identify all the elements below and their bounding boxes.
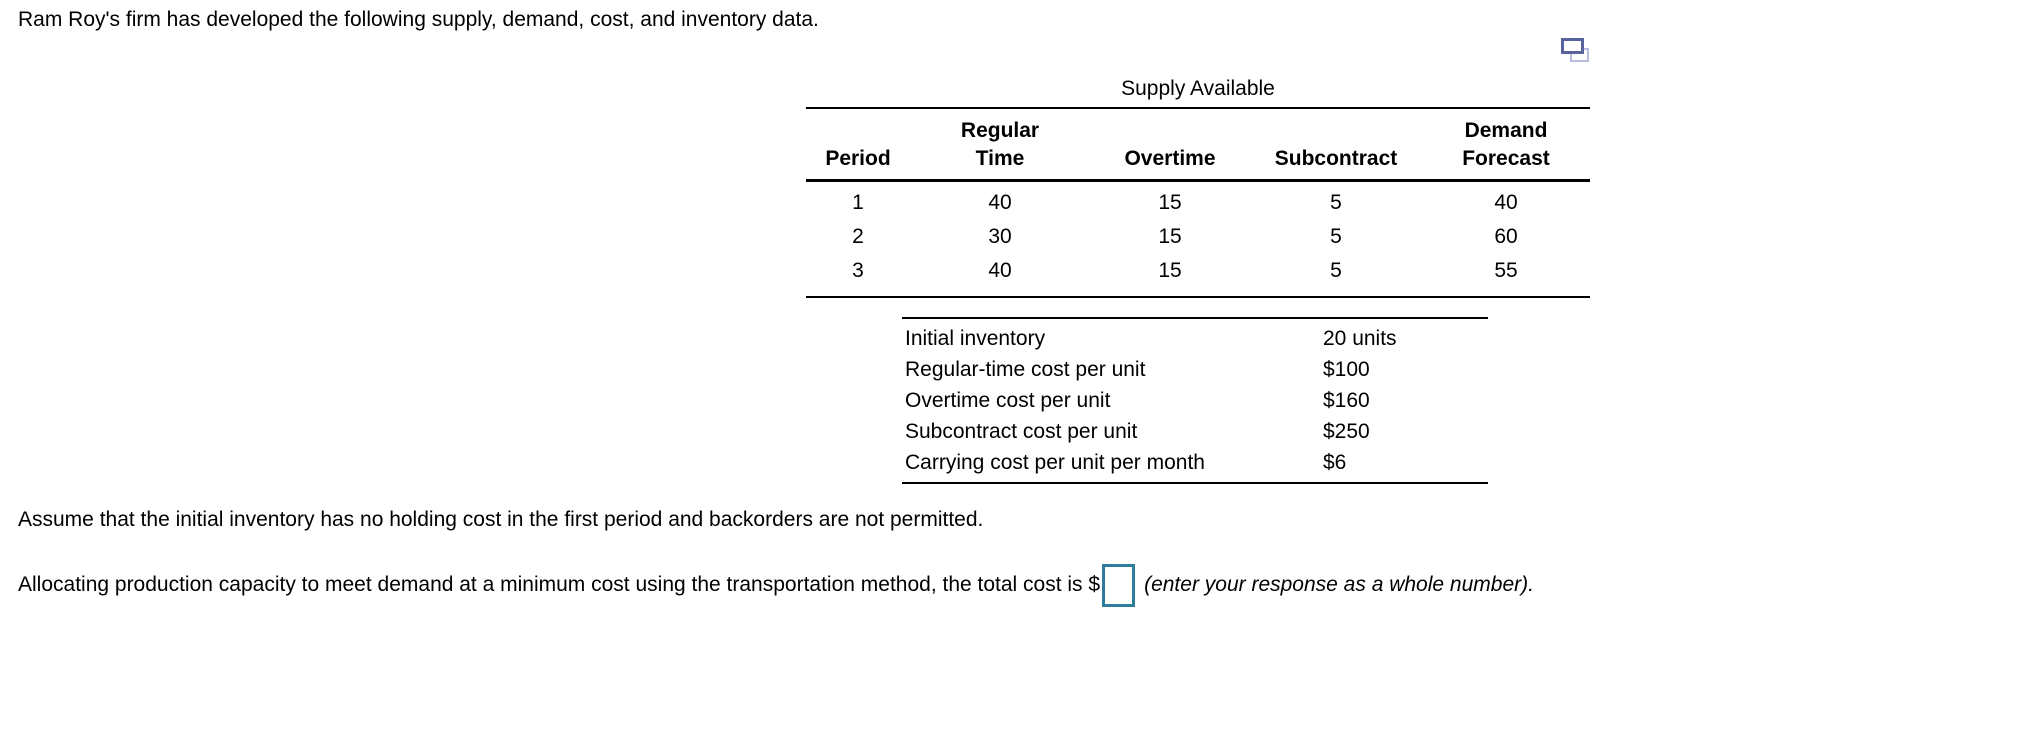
column-header-demand-forecast: Demand Forecast [1462, 119, 1550, 170]
duplicate-window-icon[interactable] [1561, 38, 1591, 64]
supply-table: Supply Available Period Regular Time Ove… [806, 78, 1590, 298]
cost-label: Carrying cost per unit per month [905, 450, 1205, 474]
cost-value: 20 units [1323, 326, 1397, 350]
table-row: 1 40 15 5 40 [806, 186, 1590, 220]
supply-table-body: 1 40 15 5 40 2 30 15 5 60 3 40 15 5 55 [806, 182, 1590, 298]
assumption-text: Assume that the initial inventory has no… [18, 508, 984, 531]
supply-table-title: Supply Available [806, 78, 1590, 109]
cell-demand-forecast: 55 [1494, 259, 1518, 282]
cell-regular-time: 40 [988, 259, 1012, 282]
cost-row: Initial inventory 20 units [902, 323, 1488, 354]
cost-table: Initial inventory 20 units Regular-time … [902, 317, 1488, 484]
cost-value: $160 [1323, 388, 1370, 412]
cost-label: Regular-time cost per unit [905, 357, 1146, 381]
cell-overtime: 15 [1158, 259, 1182, 282]
question-suffix-text: (enter your response as a whole number). [1144, 573, 1534, 596]
cost-label: Initial inventory [905, 326, 1046, 350]
cell-period: 3 [852, 259, 864, 282]
cell-demand-forecast: 60 [1494, 225, 1518, 248]
cell-demand-forecast: 40 [1494, 191, 1518, 214]
cost-row: Carrying cost per unit per month $6 [902, 447, 1488, 478]
column-header-overtime: Overtime [1124, 147, 1216, 170]
cost-value: $250 [1323, 419, 1370, 443]
cost-row: Subcontract cost per unit $250 [902, 416, 1488, 447]
question-line: Allocating production capacity to meet d… [18, 563, 1534, 607]
column-header-period: Period [825, 147, 891, 170]
cell-period: 2 [852, 225, 864, 248]
supply-table-header-row: Period Regular Time Overtime Subcontract… [806, 109, 1590, 182]
cell-subcontract: 5 [1330, 191, 1342, 214]
cell-regular-time: 40 [988, 191, 1012, 214]
cost-row: Regular-time cost per unit $100 [902, 354, 1488, 385]
cost-label: Subcontract cost per unit [905, 419, 1138, 443]
cost-row: Overtime cost per unit $160 [902, 385, 1488, 416]
question-prefix-text: Allocating production capacity to meet d… [18, 573, 1101, 596]
cost-value: $100 [1323, 357, 1370, 381]
table-row: 3 40 15 5 55 [806, 254, 1590, 288]
duplicate-icon-front-rect [1561, 38, 1584, 54]
cell-subcontract: 5 [1330, 259, 1342, 282]
intro-text: Ram Roy's firm has developed the followi… [18, 8, 819, 31]
cell-regular-time: 30 [988, 225, 1012, 248]
cell-period: 1 [852, 191, 864, 214]
column-header-subcontract: Subcontract [1274, 147, 1398, 170]
column-header-regular-time: Regular Time [960, 119, 1040, 170]
cell-subcontract: 5 [1330, 225, 1342, 248]
cell-overtime: 15 [1158, 225, 1182, 248]
cost-label: Overtime cost per unit [905, 388, 1111, 412]
table-row: 2 30 15 5 60 [806, 220, 1590, 254]
total-cost-input[interactable] [1102, 563, 1136, 607]
cost-value: $6 [1323, 450, 1347, 474]
cell-overtime: 15 [1158, 191, 1182, 214]
